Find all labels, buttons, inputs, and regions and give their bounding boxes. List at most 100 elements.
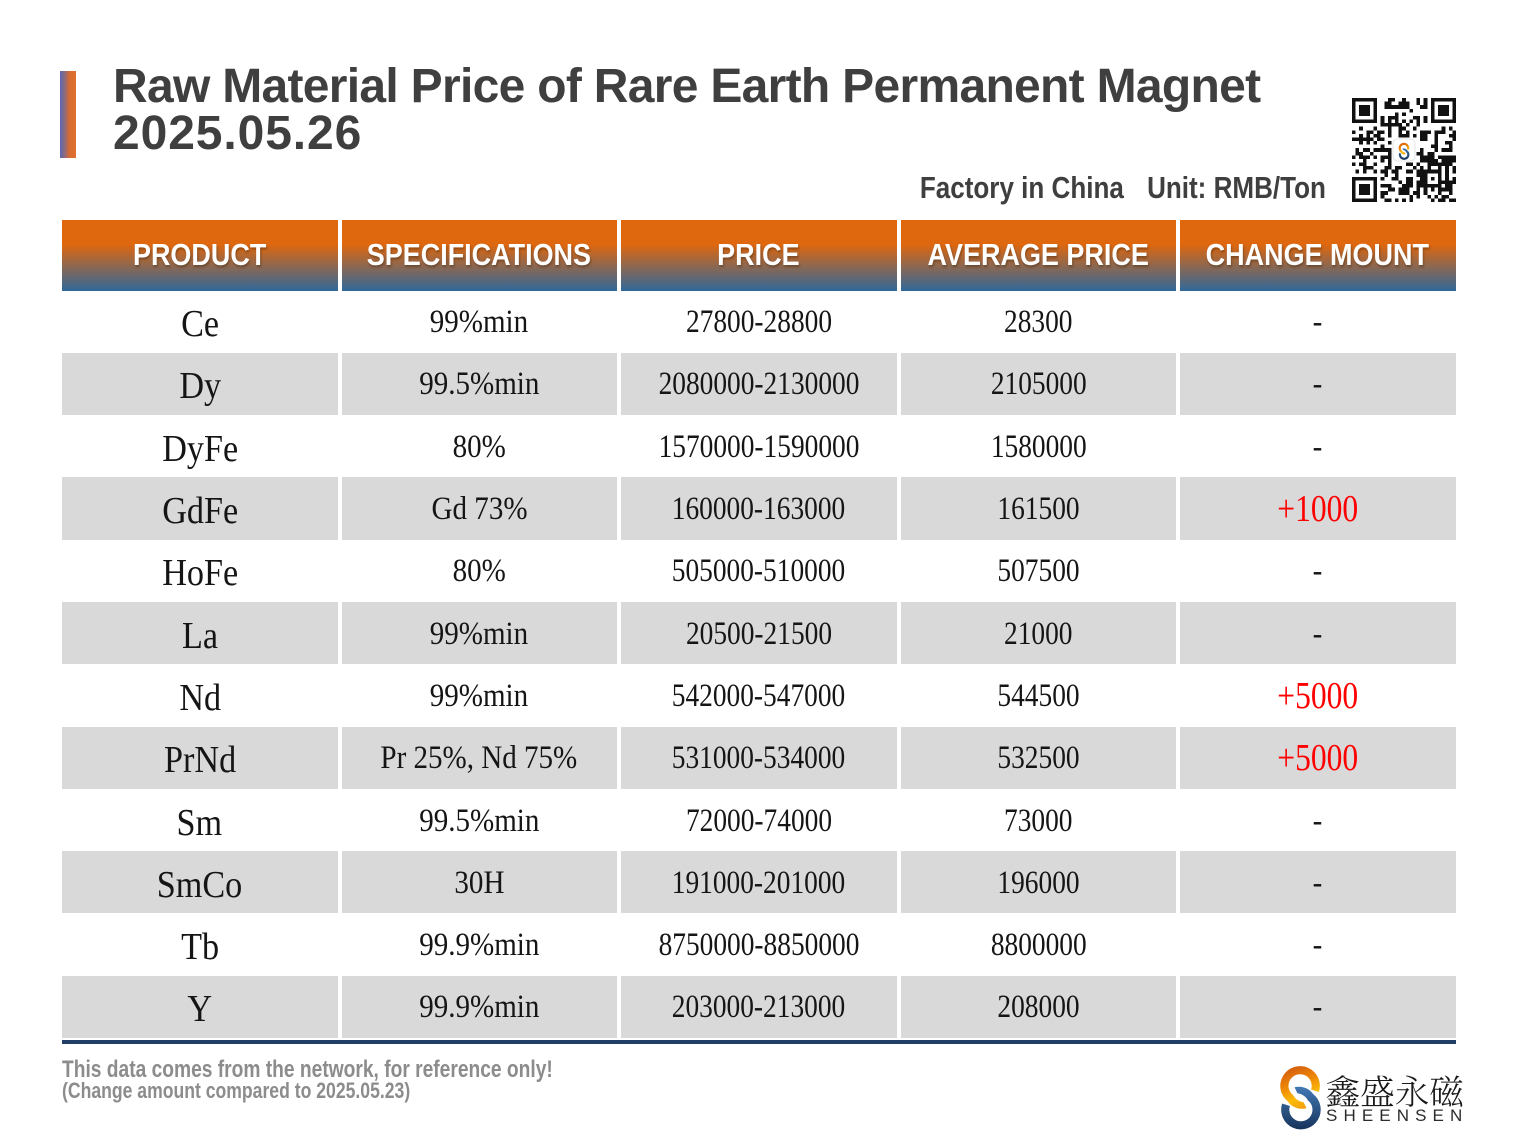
- cell-sm-specifications: 99.5%min: [342, 789, 618, 851]
- cell-tb-average-price: 8800000: [901, 913, 1177, 975]
- cell-value: -: [1312, 927, 1323, 964]
- cell-nd-product: Nd: [62, 664, 338, 726]
- column-header-change-mount: CHANGE MOUNT: [1180, 219, 1456, 291]
- cell-smco-specifications: 30H: [341, 851, 617, 914]
- cell-value: 1580000: [990, 428, 1087, 465]
- cell-tb-change: -: [1180, 913, 1456, 975]
- price-table: PRODUCT SPECIFICATIONS PRICE AVERAGE PRICE C…: [62, 219, 1456, 1039]
- cell-dy-price: 2080000-2130000: [621, 352, 897, 416]
- cell-value: 2080000-2130000: [658, 366, 860, 403]
- cell-value: Y: [187, 988, 213, 1031]
- cell-dyfe-price: 1570000-1590000: [621, 415, 897, 477]
- cell-value: 505000-510000: [672, 553, 846, 590]
- table-bottom-rule: [62, 1040, 1456, 1044]
- cell-hofe-specifications: 80%: [342, 540, 618, 602]
- cell-dy-average-price: 2105000: [900, 352, 1176, 416]
- title-date: 2025.05.26: [113, 107, 363, 160]
- cell-prnd-price: 531000-534000: [621, 726, 897, 789]
- cell-y-change: -: [1180, 975, 1456, 1039]
- cell-value: 507500: [997, 553, 1080, 590]
- cell-value: 73000: [1004, 802, 1073, 839]
- cell-value: 161500: [997, 491, 1080, 528]
- cell-dyfe-average-price: 1580000: [901, 415, 1177, 477]
- cell-value: 191000-201000: [672, 864, 846, 901]
- cell-value: HoFe: [161, 552, 238, 595]
- cell-value: Tb: [180, 926, 219, 969]
- cell-dy-change: -: [1180, 352, 1456, 416]
- cell-la-average-price: 21000: [900, 601, 1176, 665]
- cell-gdfe-price: 160000-163000: [621, 477, 897, 540]
- cell-value: GdFe: [161, 490, 238, 533]
- footnote-source: This data comes from the network, for re…: [62, 1056, 553, 1083]
- cell-value: -: [1312, 989, 1323, 1026]
- cell-la-product: La: [62, 601, 338, 665]
- cell-value: 28300: [1004, 304, 1073, 341]
- cell-value: 99%min: [430, 615, 529, 652]
- column-header-label: AVERAGE PRICE: [927, 237, 1149, 272]
- cell-value: PrNd: [163, 739, 236, 782]
- cell-la-change: -: [1180, 601, 1456, 665]
- cell-value: -: [1312, 366, 1323, 403]
- cell-ce-change: -: [1180, 291, 1456, 353]
- cell-value: 203000-213000: [672, 989, 846, 1026]
- cell-value: 30H: [454, 864, 505, 901]
- cell-gdfe-average-price: 161500: [900, 477, 1176, 540]
- title-accent-bar: [60, 71, 76, 158]
- cell-value: 80%: [452, 553, 506, 590]
- cell-dyfe-specifications: 80%: [342, 415, 618, 477]
- cell-value: +5000: [1277, 674, 1359, 717]
- company-name-en: SHEENSEN: [1326, 1105, 1469, 1125]
- cell-value: 99.5%min: [419, 802, 540, 839]
- cell-value: +1000: [1277, 488, 1359, 531]
- cell-y-price: 203000-213000: [621, 975, 897, 1039]
- cell-prnd-average-price: 532500: [900, 726, 1176, 789]
- cell-hofe-average-price: 507500: [901, 540, 1177, 602]
- cell-sm-change: -: [1180, 789, 1456, 851]
- cell-value: La: [181, 614, 218, 657]
- column-header-label: SPECIFICATIONS: [367, 237, 592, 272]
- cell-value: -: [1312, 802, 1323, 839]
- cell-value: 99%min: [430, 677, 529, 714]
- column-header-specifications: SPECIFICATIONS: [341, 219, 617, 291]
- cell-dyfe-change: -: [1180, 415, 1456, 477]
- cell-value: 20500-21500: [685, 615, 832, 652]
- cell-prnd-change: +5000: [1180, 726, 1456, 789]
- cell-hofe-product: HoFe: [62, 540, 338, 602]
- cell-sm-average-price: 73000: [901, 789, 1177, 851]
- cell-smco-average-price: 196000: [900, 851, 1176, 914]
- cell-ce-product: Ce: [62, 291, 338, 353]
- cell-nd-price: 542000-547000: [621, 664, 897, 726]
- cell-tb-product: Tb: [62, 913, 338, 975]
- cell-gdfe-specifications: Gd 73%: [341, 477, 617, 540]
- cell-nd-average-price: 544500: [901, 664, 1177, 726]
- cell-prnd-product: PrNd: [62, 726, 338, 789]
- cell-smco-change: -: [1180, 851, 1456, 914]
- cell-value: 8800000: [990, 927, 1087, 964]
- cell-value: 80%: [452, 428, 506, 465]
- qr-code: [1352, 98, 1456, 202]
- cell-value: 72000-74000: [685, 802, 832, 839]
- cell-value: 99%min: [430, 304, 529, 341]
- cell-value: Dy: [178, 365, 221, 408]
- cell-gdfe-change: +1000: [1180, 477, 1456, 540]
- cell-dy-specifications: 99.5%min: [341, 352, 617, 416]
- column-header-average-price: AVERAGE PRICE: [900, 219, 1176, 291]
- title-line1: Raw Material Price of Rare Earth Permane…: [113, 60, 1261, 113]
- unit-label: Unit: RMB/Ton: [1146, 170, 1326, 205]
- cell-value: -: [1312, 428, 1323, 465]
- cell-sm-price: 72000-74000: [621, 789, 897, 851]
- cell-smco-price: 191000-201000: [621, 851, 897, 914]
- company-logo: [1280, 1066, 1463, 1130]
- cell-smco-product: SmCo: [62, 851, 338, 914]
- cell-gdfe-product: GdFe: [62, 477, 338, 540]
- cell-value: 99.9%min: [419, 989, 540, 1026]
- cell-value: -: [1312, 864, 1323, 901]
- cell-value: 21000: [1004, 615, 1073, 652]
- qr-modules: [1352, 98, 1456, 202]
- s-mark-icon: [1280, 1066, 1321, 1130]
- cell-value: SmCo: [156, 863, 243, 906]
- company-name-cn: [1326, 1075, 1463, 1107]
- cell-y-specifications: 99.9%min: [341, 975, 617, 1039]
- origin-label: Factory in China: [920, 170, 1125, 205]
